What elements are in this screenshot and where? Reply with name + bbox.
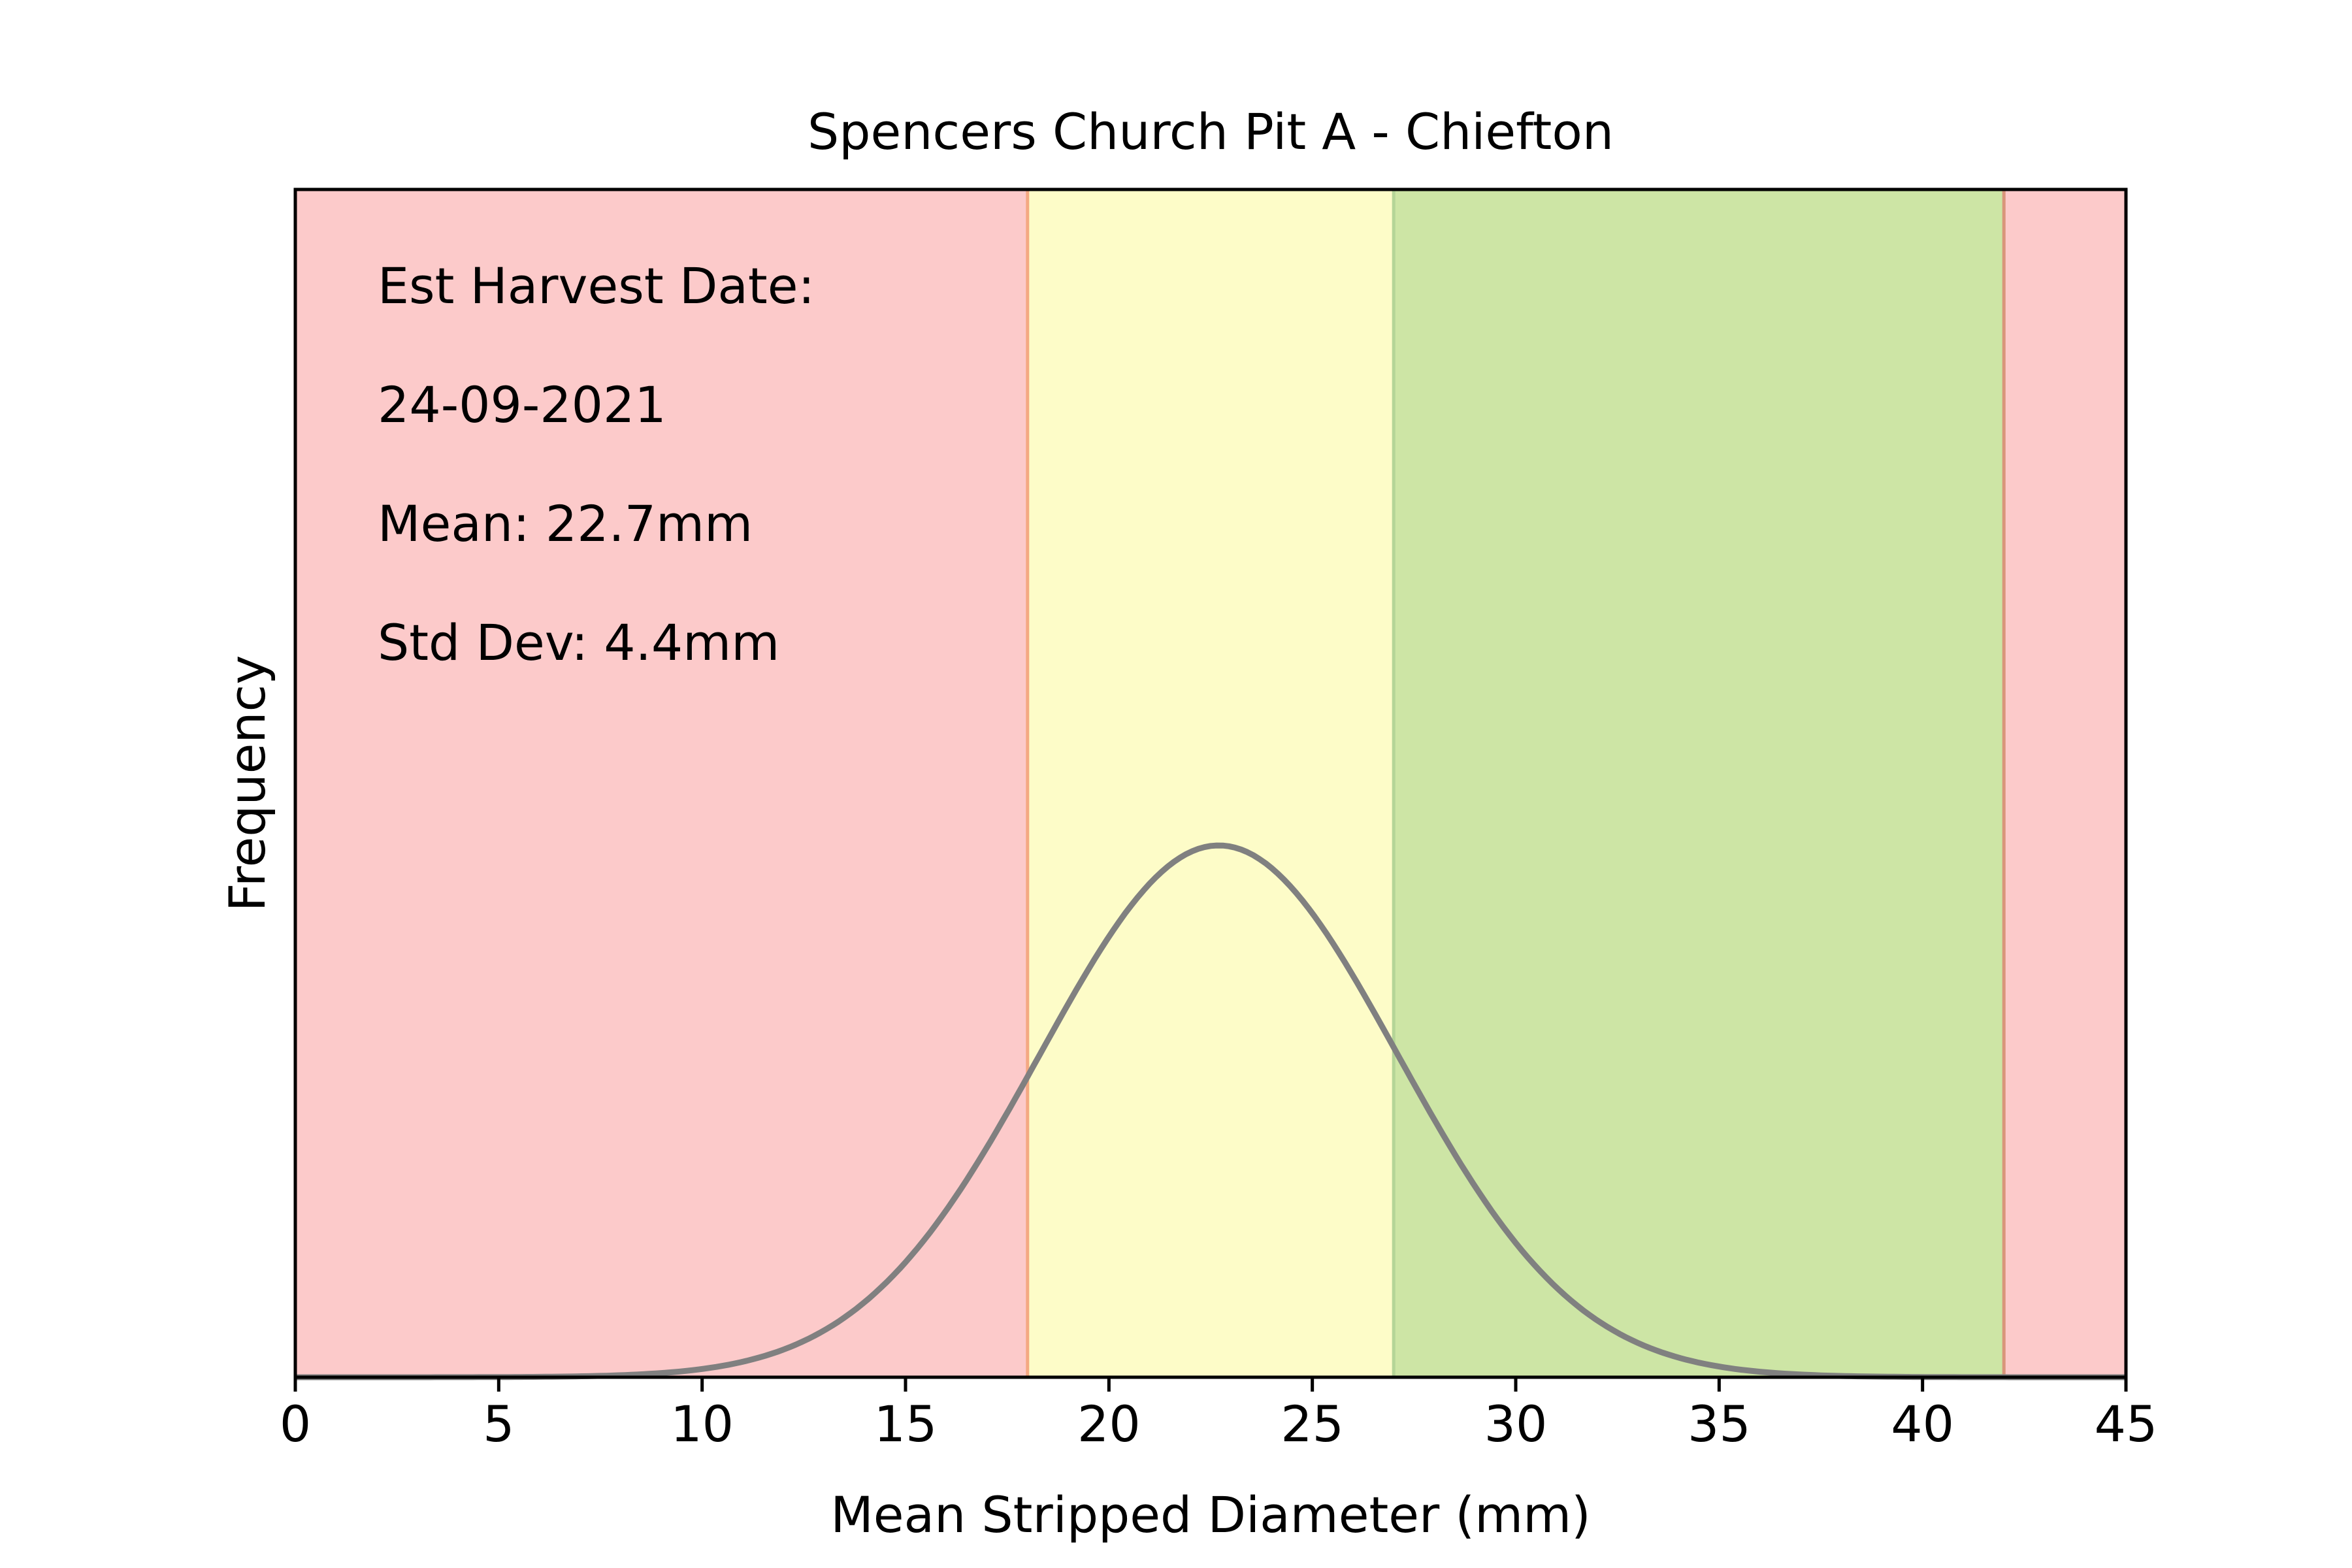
x-tick-label: 20 <box>1077 1395 1141 1453</box>
annotation-line-2: Mean: 22.7mm <box>378 495 753 553</box>
x-tick-label: 40 <box>1891 1395 1954 1453</box>
x-tick-label: 10 <box>670 1395 734 1453</box>
x-tick-label: 30 <box>1484 1395 1548 1453</box>
band-0 <box>295 189 1028 1377</box>
x-tick-label: 5 <box>483 1395 514 1453</box>
x-tick-label: 15 <box>874 1395 938 1453</box>
bands <box>295 189 2126 1377</box>
x-tick-label: 25 <box>1281 1395 1344 1453</box>
x-tick-label: 0 <box>280 1395 311 1453</box>
annotations: Est Harvest Date: 24-09-2021 Mean: 22.7mm S… <box>378 257 815 672</box>
band-2 <box>1394 189 2004 1377</box>
x-tick-label: 45 <box>2095 1395 2158 1453</box>
x-axis-label: Mean Stripped Diameter (mm) <box>830 1486 1591 1544</box>
band-3 <box>2004 189 2126 1377</box>
annotation-line-1: 24-09-2021 <box>378 376 666 434</box>
y-axis-label: Frequency <box>218 655 276 912</box>
chart-title: Spencers Church Pit A - Chiefton <box>808 103 1614 161</box>
annotation-line-0: Est Harvest Date: <box>378 257 815 315</box>
plot-frame <box>293 188 2128 1379</box>
band-boundaries <box>1026 189 2006 1377</box>
x-axis-ticks: 0 5 10 15 20 25 30 35 40 45 <box>280 1377 2158 1453</box>
annotation-line-3: Std Dev: 4.4mm <box>378 613 779 672</box>
x-tick-label: 35 <box>1688 1395 1751 1453</box>
band-1 <box>1027 189 1394 1377</box>
